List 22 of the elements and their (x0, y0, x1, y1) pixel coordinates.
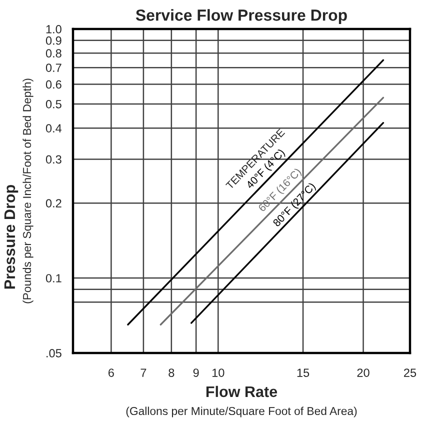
y-tick-label: 0.1 (46, 274, 62, 282)
x-tick-label: 25 (404, 368, 416, 377)
chart-title: Service Flow Pressure Drop (136, 9, 347, 24)
x-tick-label: 6 (108, 368, 114, 377)
text: Pressure Drop (Pounds per Square Inch/Foot of Bed Depth) (4, 78, 34, 304)
x-tick-label: 8 (168, 368, 174, 377)
x-tick-label: 9 (193, 368, 199, 377)
y-tick-label: 0.2 (46, 199, 62, 208)
y-tick-label: 0.3 (46, 155, 62, 164)
y-tick-label: .05 (46, 349, 62, 358)
y-tick-label: 0.5 (46, 100, 62, 108)
y-tick-label: 0.4 (46, 124, 62, 132)
y-tick-label: 0.6 (46, 80, 62, 89)
y-tick-label: 0.7 (46, 64, 62, 72)
x-tick-label: 15 (297, 368, 310, 377)
y-tick-label: 0.9 (46, 36, 62, 45)
y-tick-label: 0.8 (46, 49, 62, 58)
x-tick-label: 10 (212, 368, 224, 377)
x-tick-label: 20 (357, 368, 370, 377)
text: Flow Rate (Gallons per Minute/Square Foot of Bed Area) (126, 386, 357, 418)
y-tick-label: 1.0 (46, 25, 62, 34)
x-tick-label: 7 (140, 368, 146, 377)
